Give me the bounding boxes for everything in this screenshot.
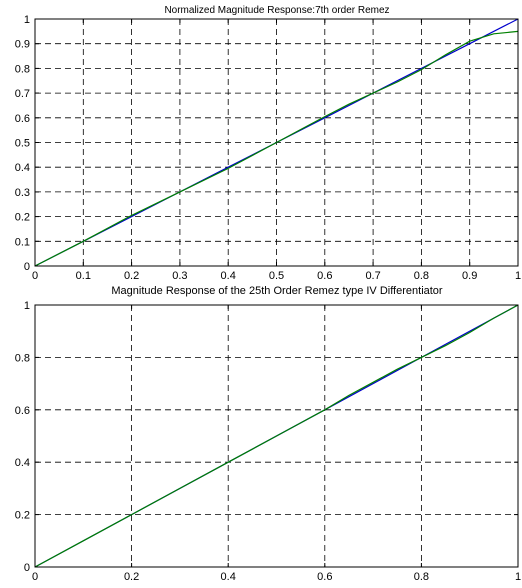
bottom-ytick-label-5: 1 <box>24 300 30 312</box>
bottom-xtick-label-2: 0.4 <box>221 571 236 583</box>
top-ytick-label-8: 0.8 <box>15 63 30 75</box>
top-ytick-label-9: 0.9 <box>15 39 30 51</box>
top-xtick-label-6: 0.6 <box>317 270 332 282</box>
chart-top-title: Normalized Magnitude Response:7th order … <box>164 5 389 16</box>
bottom-xtick-label-0: 0 <box>32 571 38 583</box>
bottom-xtick-label-4: 0.8 <box>414 571 429 583</box>
top-plot-frame <box>34 18 519 267</box>
top-xtick-label-10: 1 <box>515 270 521 282</box>
top-ytick-label-4: 0.4 <box>15 162 30 174</box>
top-ytick-label-0: 0 <box>24 261 30 273</box>
bottom-ytick-label-2: 0.4 <box>15 457 30 469</box>
top-ytick-label-5: 0.5 <box>15 138 30 150</box>
top-ytick-label-3: 0.3 <box>15 187 30 199</box>
bottom-xtick-label-3: 0.6 <box>317 571 332 583</box>
top-ytick-label-7: 0.7 <box>15 88 30 100</box>
top-ytick-label-6: 0.6 <box>15 113 30 125</box>
bottom-ytick-label-3: 0.6 <box>15 405 30 417</box>
top-xtick-label-8: 0.8 <box>414 270 429 282</box>
top-xtick-label-4: 0.4 <box>221 270 236 282</box>
bottom-plot-frame <box>34 304 519 568</box>
top-series-line-1 <box>34 30 519 267</box>
bottom-xtick-label-5: 1 <box>515 571 521 583</box>
chart-bottom: Magnitude Response of the 25th Order Rem… <box>15 285 521 583</box>
top-xtick-label-0: 0 <box>32 270 38 282</box>
chart-bottom-title: Magnitude Response of the 25th Order Rem… <box>111 285 443 297</box>
chart-top: Normalized Magnitude Response:7th order … <box>15 5 521 282</box>
top-xtick-label-9: 0.9 <box>462 270 477 282</box>
top-xtick-label-5: 0.5 <box>269 270 284 282</box>
top-xtick-label-2: 0.2 <box>124 270 139 282</box>
bottom-xtick-label-1: 0.2 <box>124 571 139 583</box>
top-xtick-label-1: 0.1 <box>76 270 91 282</box>
bottom-ytick-label-0: 0 <box>24 562 30 574</box>
top-ytick-label-1: 0.1 <box>15 236 30 248</box>
top-ytick-label-10: 1 <box>24 14 30 26</box>
bottom-ytick-label-1: 0.2 <box>15 510 30 522</box>
bottom-ytick-label-4: 0.8 <box>15 352 30 364</box>
top-ytick-label-2: 0.2 <box>15 212 30 224</box>
bottom-series-line-1 <box>34 304 519 568</box>
top-xtick-label-3: 0.3 <box>172 270 187 282</box>
top-xtick-label-7: 0.7 <box>365 270 380 282</box>
